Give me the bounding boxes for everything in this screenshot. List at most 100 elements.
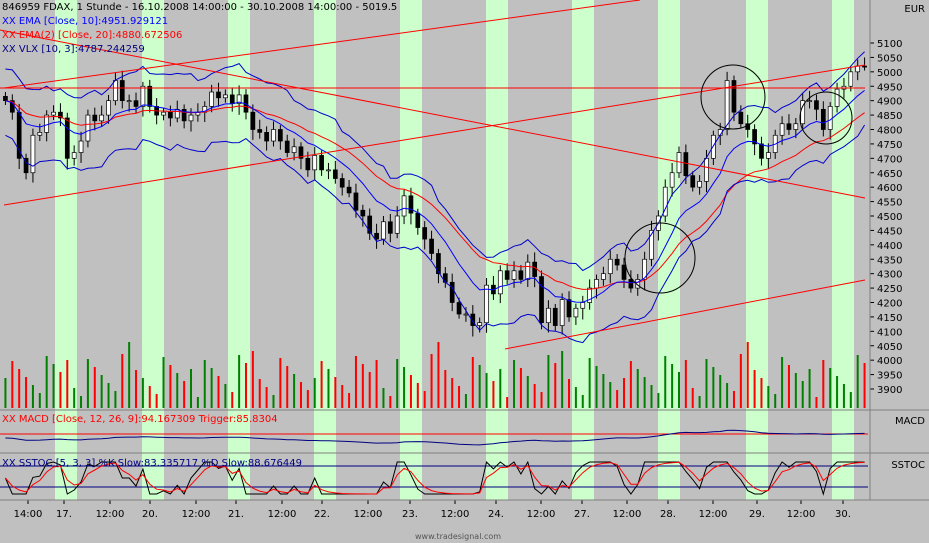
- volume-bar: [836, 376, 839, 408]
- volume-bar: [135, 370, 138, 408]
- volume-bar: [238, 355, 241, 408]
- volume-bar: [623, 378, 626, 408]
- candle: [353, 192, 359, 211]
- candle: [387, 221, 393, 234]
- candle: [181, 108, 187, 122]
- volume-bar: [265, 387, 268, 408]
- candle: [37, 132, 43, 136]
- sstoc-panel: [0, 460, 868, 496]
- candle: [759, 143, 764, 159]
- candle: [422, 227, 428, 240]
- session-bands: [55, 0, 854, 500]
- y-tick-label: 3900: [877, 385, 902, 396]
- candle: [85, 114, 91, 142]
- candle: [271, 129, 276, 142]
- volume-bar: [712, 367, 715, 408]
- candle: [580, 302, 586, 309]
- session-band: [55, 0, 77, 500]
- session-band: [572, 0, 594, 500]
- candle: [463, 313, 469, 316]
- price-panel: [0, 0, 867, 350]
- candle: [594, 279, 599, 289]
- y-tick-label: 3950: [877, 371, 902, 382]
- candle: [683, 152, 689, 176]
- x-tick-label: 12:00: [527, 509, 556, 520]
- ema2-legend[interactable]: XX EMA(2) [Close, 20]:4880.672506: [2, 30, 183, 41]
- y-tick-label: 4550: [877, 198, 902, 209]
- candle: [394, 215, 400, 234]
- volume-bar: [176, 373, 179, 408]
- volume-bar: [519, 368, 522, 408]
- candle: [291, 146, 297, 153]
- vlx-lower-line: [5, 124, 866, 344]
- volume-bar: [787, 365, 790, 408]
- volume-bar: [506, 397, 509, 408]
- y-tick-label: 4650: [877, 169, 902, 180]
- candle: [216, 91, 221, 99]
- candle: [552, 307, 558, 326]
- volume-bar: [856, 355, 859, 408]
- candle: [264, 132, 269, 142]
- candle: [628, 279, 634, 289]
- candle: [477, 322, 483, 326]
- volume-bar: [842, 384, 845, 408]
- candle: [223, 94, 228, 99]
- volume-bar: [650, 385, 653, 408]
- volume-bar: [863, 363, 866, 408]
- vlx-legend[interactable]: XX VLX [10, 3]:4787.244259: [2, 44, 145, 55]
- volume-bar: [286, 366, 289, 408]
- x-tick-label: 28.: [660, 509, 676, 520]
- candle: [532, 261, 538, 277]
- candle: [470, 313, 476, 326]
- y-axis: 5100 5050 5000 4950 4900 4850 4800 4750 4700 4650…: [870, 39, 902, 396]
- session-band: [228, 0, 250, 500]
- candle: [539, 276, 544, 324]
- candle: [126, 100, 132, 103]
- ema-legend[interactable]: XX EMA [Close, 10]:4951.929121: [2, 16, 169, 27]
- candle: [607, 258, 613, 275]
- candle: [147, 85, 153, 107]
- candle: [209, 91, 214, 107]
- trendline: [0, 29, 866, 199]
- sstoc-legend[interactable]: XX SSTOC [5, 3, 3] %K Slow:83.335717 %D …: [2, 458, 302, 469]
- sstoc-d-line: [5, 461, 865, 495]
- candle: [319, 155, 324, 171]
- y-tick-label: 4950: [877, 82, 902, 93]
- x-tick-label: 12:00: [182, 509, 211, 520]
- candle: [415, 212, 421, 228]
- volume-bar: [320, 361, 323, 408]
- x-tick-label: 20.: [142, 509, 158, 520]
- volume-bar: [107, 383, 110, 408]
- candle: [827, 106, 833, 130]
- volume-bar: [849, 392, 852, 408]
- volume-bar: [80, 396, 83, 408]
- macd-panel: [0, 429, 868, 446]
- candle: [92, 114, 98, 122]
- candle: [601, 273, 606, 280]
- candle: [360, 209, 366, 217]
- trendline: [3, 0, 641, 89]
- candle: [401, 195, 407, 217]
- volume-bar: [636, 369, 639, 408]
- volume-bar: [258, 379, 261, 408]
- candle: [504, 270, 510, 280]
- volume-bar: [526, 376, 529, 408]
- x-tick-label: 27.: [574, 509, 590, 520]
- volume-bar: [684, 360, 687, 408]
- volume-bar: [746, 342, 749, 408]
- volume-bar: [348, 393, 351, 408]
- volume-bar: [327, 369, 330, 408]
- volume-bar: [306, 390, 309, 408]
- y-tick-label: 4900: [877, 97, 902, 108]
- volume-bar: [251, 351, 254, 408]
- candle: [312, 155, 318, 171]
- volume-bar: [492, 381, 495, 408]
- x-tick-label: 29.: [749, 509, 765, 520]
- candle: [566, 299, 572, 318]
- y-tick-label: 4100: [877, 327, 902, 338]
- candle: [546, 307, 551, 324]
- x-tick-label: 12:00: [268, 509, 297, 520]
- volume-bar: [231, 392, 234, 408]
- macd-legend[interactable]: XX MACD [Close, 12, 26, 9]:94.167309 Tri…: [2, 414, 278, 425]
